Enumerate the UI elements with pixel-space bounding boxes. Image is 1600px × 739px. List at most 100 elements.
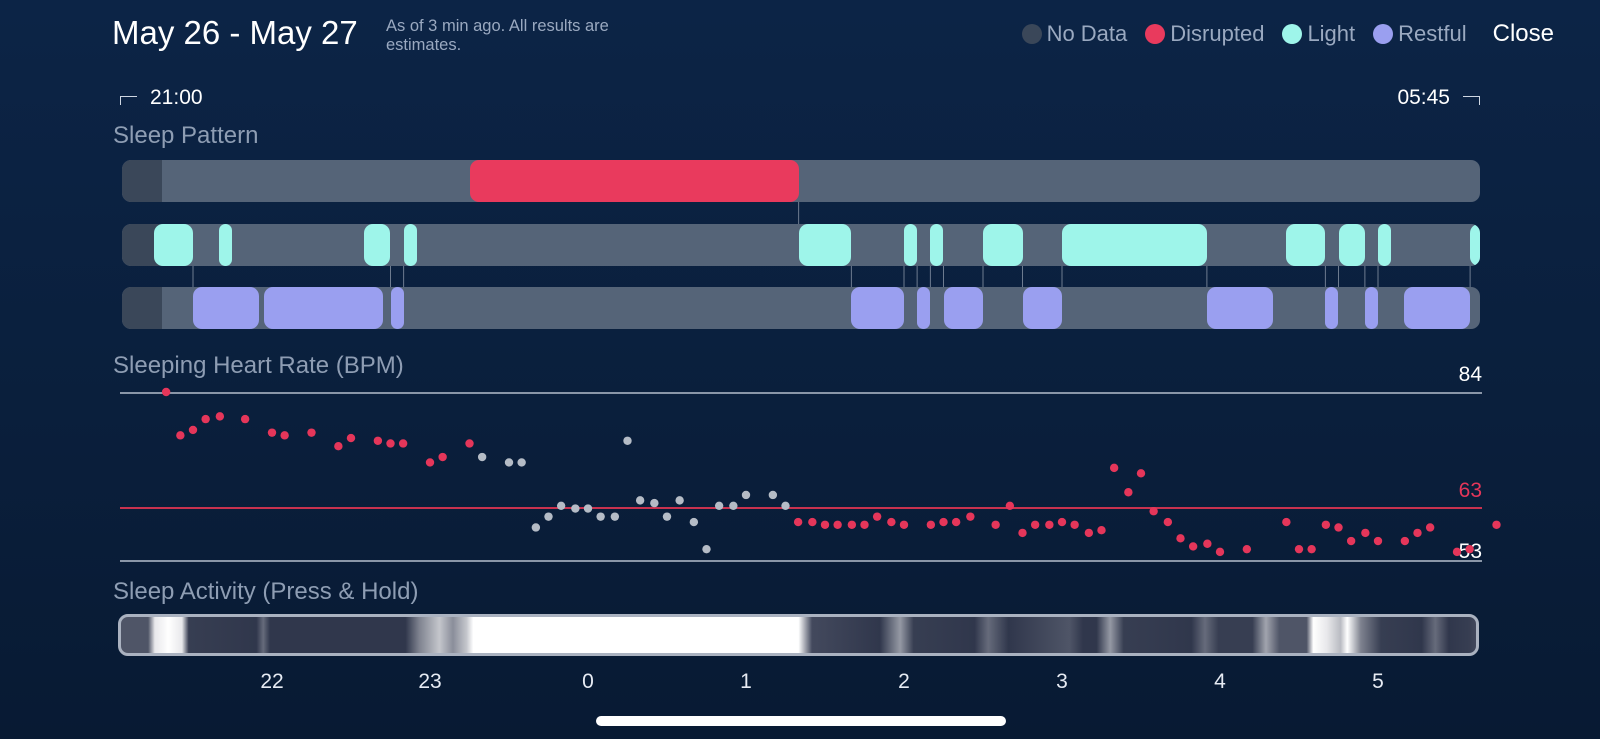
legend-label-no-data: No Data	[1046, 21, 1128, 46]
heart-rate-point	[477, 452, 487, 462]
heart-rate-point	[1163, 517, 1173, 527]
heart-rate-point	[1215, 547, 1225, 557]
heart-rate-point	[714, 501, 724, 511]
heart-rate-point	[1070, 520, 1079, 529]
heart-rate-point	[1321, 520, 1331, 529]
legend-item-light: Light	[1282, 21, 1355, 47]
heart-rate-point	[808, 517, 817, 527]
heart-rate-point	[386, 439, 395, 448]
heart-rate-point	[398, 439, 408, 448]
heart-rate-point	[1030, 520, 1040, 529]
heart-rate-point	[517, 458, 526, 467]
no-data-cap	[122, 224, 162, 266]
heart-rate-point	[1334, 523, 1343, 532]
heart-rate-point	[793, 517, 803, 527]
heart-rate-point	[860, 520, 869, 529]
heart-rate-point	[635, 496, 645, 505]
restful-segment	[917, 287, 931, 329]
heart-rate-point	[729, 501, 738, 511]
heart-rate-point	[1018, 528, 1027, 538]
no-data-cap	[122, 160, 162, 202]
heart-rate-point	[307, 428, 316, 437]
heart-rate-point	[872, 512, 882, 521]
disrupted-segment	[469, 160, 799, 202]
activity-label: Sleep Activity (Press & Hold)	[113, 578, 419, 605]
heart-rate-point	[1294, 544, 1304, 554]
heart-rate-point	[991, 520, 1000, 529]
close-button[interactable]: Close	[1492, 20, 1554, 47]
heart-rate-point	[373, 436, 383, 445]
restful-swatch	[1373, 24, 1394, 44]
disrupted-track	[122, 160, 1480, 202]
heart-rate-point	[1057, 517, 1067, 527]
hr-avg-label: 63	[1458, 479, 1482, 502]
heart-rate-point	[425, 458, 435, 467]
heart-rate-point	[1045, 520, 1054, 529]
legend-item-no-data: No Data	[1021, 21, 1128, 47]
heart-rate-point	[966, 512, 975, 521]
heart-rate-point	[1084, 528, 1094, 538]
start-bracket-icon	[120, 96, 137, 105]
heart-rate-point	[741, 490, 751, 500]
restful-segment	[1206, 287, 1273, 329]
x-tick-label: 3	[1056, 670, 1068, 693]
restful-segment	[264, 287, 383, 329]
light-segment	[983, 224, 1023, 266]
heart-rate-point	[847, 520, 857, 529]
heart-rate-point	[583, 504, 593, 513]
heart-rate-point	[623, 436, 632, 445]
heart-rate-point	[781, 501, 790, 511]
restful-segment	[1364, 287, 1378, 329]
light-segment	[1285, 224, 1326, 266]
no-data-cap	[122, 287, 162, 329]
heart-rate-point	[1492, 520, 1501, 529]
heart-rate-point	[820, 520, 830, 529]
light-segment	[1470, 224, 1480, 266]
heart-rate-point	[1307, 544, 1316, 554]
start-time: 21:00	[150, 86, 203, 109]
x-tick-label: 23	[418, 670, 442, 693]
restful-segment	[193, 287, 259, 329]
heart-rate-point	[161, 387, 171, 397]
heart-rate-point	[188, 425, 198, 435]
heart-rate-point	[465, 439, 474, 448]
heart-rate-point	[675, 496, 684, 505]
heart-rate-point	[346, 433, 356, 443]
heart-rate-point	[702, 544, 711, 554]
heart-rate-point	[689, 517, 699, 527]
heart-rate-point	[176, 431, 185, 440]
heart-rate-point	[1176, 534, 1185, 543]
x-tick-label: 4	[1214, 670, 1226, 693]
legend-label-disrupted: Disrupted	[1170, 21, 1265, 46]
end-time: 05:45	[1397, 86, 1450, 109]
sleep-activity-bar[interactable]	[118, 614, 1479, 656]
x-tick-label: 2	[898, 670, 910, 693]
restful-segment	[390, 287, 404, 329]
restful-track	[122, 287, 1480, 329]
heart-rate-point	[1124, 488, 1133, 497]
heart-rate-point	[1188, 542, 1198, 551]
heart-rate-point	[544, 512, 553, 521]
heart-rate-point	[926, 520, 936, 529]
heart-rate-point	[531, 523, 541, 532]
heart-rate-point	[899, 520, 909, 529]
hr-avg-line	[120, 507, 1482, 509]
light-track	[122, 224, 1480, 266]
heart-rate-point	[596, 512, 605, 521]
heart-rate-point	[768, 490, 778, 500]
restful-segment	[943, 287, 983, 329]
home-indicator[interactable]	[596, 716, 1006, 726]
heart-rate-point	[833, 520, 842, 529]
light-segment	[153, 224, 193, 266]
hr-min-line	[120, 560, 1482, 562]
light-segment	[364, 224, 391, 266]
heart-rate-point	[1400, 536, 1410, 546]
heart-rate-point	[1361, 528, 1370, 538]
heart-rate-point	[939, 517, 948, 527]
date-range-title: May 26 - May 27	[112, 14, 358, 51]
light-segment	[798, 224, 852, 266]
legend-item-restful: Restful	[1373, 21, 1467, 47]
heart-rate-scatter	[161, 387, 1501, 557]
heart-rate-point	[267, 428, 277, 437]
light-segment	[1378, 224, 1392, 266]
